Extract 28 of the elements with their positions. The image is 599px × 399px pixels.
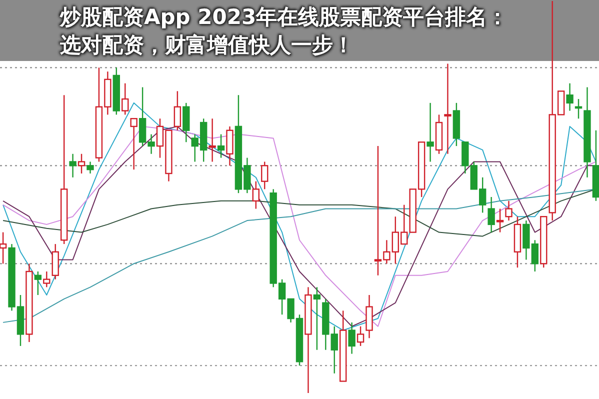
candlestick — [69, 153, 76, 178]
candlestick — [366, 294, 373, 339]
candlestick — [313, 286, 321, 350]
candlestick — [78, 153, 86, 174]
candlestick — [261, 161, 268, 190]
candlestick — [566, 82, 574, 112]
candlestick — [505, 200, 512, 222]
candlestick — [348, 322, 356, 354]
candlestick — [52, 243, 59, 280]
candlestick — [444, 63, 452, 154]
candlestick — [496, 208, 504, 233]
candlestick — [43, 270, 50, 288]
text: 炒股配资App 2023年在线股票配资平台排名：选对配资，财富增值快人一步！ — [60, 4, 510, 59]
candlestick — [226, 126, 234, 166]
candlestick — [122, 82, 129, 116]
candlestick — [426, 102, 434, 162]
candlestick — [0, 232, 7, 264]
candlestick — [217, 134, 225, 158]
candlestick — [574, 98, 582, 120]
candlestick — [174, 90, 182, 131]
candlestick — [252, 180, 260, 210]
candlestick — [356, 326, 364, 347]
candlestick — [488, 196, 495, 233]
candlestick — [86, 161, 94, 174]
candlestick — [182, 102, 190, 143]
candlestick — [130, 118, 138, 170]
candlestick — [34, 270, 42, 296]
candlestick — [208, 118, 216, 162]
